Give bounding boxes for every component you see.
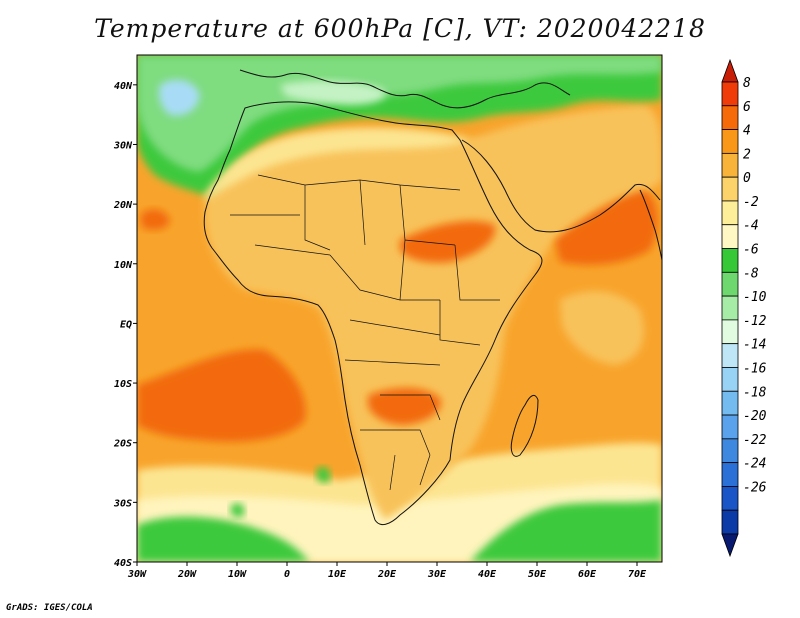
colorbar-label: -16 <box>743 361 767 376</box>
colorbar-swatch <box>721 414 739 440</box>
grads-credit: GrADS: IGES/COLA <box>6 603 93 613</box>
x-tick-label: 30E <box>427 569 447 580</box>
x-tick-label: 30W <box>127 569 147 580</box>
madagascar-coastline <box>510 394 539 457</box>
colorbar-label: -12 <box>743 314 767 329</box>
colorbar-label: 6 <box>743 100 751 115</box>
x-tick-label: 20E <box>377 569 397 580</box>
colorbar: 8 6 4 2 0 -2 -4 -6 -8 -10 -12 -14 -16 -18 -20 -22 -24 -26 <box>721 58 767 558</box>
colorbar-swatch <box>721 343 739 368</box>
y-tick-label: 30N <box>113 140 133 151</box>
y-tick-label: 40S <box>114 558 132 569</box>
y-tick-label: 10N <box>114 260 133 271</box>
colorbar-swatch <box>721 129 739 154</box>
field-west-africa-coast-warm <box>140 208 170 230</box>
field-atlantic-green-islet <box>230 503 245 518</box>
x-tick-label: 20W <box>177 569 197 580</box>
colorbar-label: -26 <box>743 480 767 495</box>
colorbar-label: 2 <box>743 147 751 162</box>
field-southern-green-west <box>137 516 310 562</box>
colorbar-swatch <box>721 367 739 392</box>
field-atlantic-green-islet <box>316 466 331 483</box>
colorbar-label: 0 <box>743 171 751 186</box>
x-tick-label: 70E <box>628 569 647 580</box>
colorbar-label: -8 <box>743 266 759 281</box>
colorbar-label: -4 <box>743 219 759 234</box>
colorbar-label: -10 <box>743 290 767 305</box>
y-tick-label: 10S <box>114 379 132 390</box>
colorbar-swatch <box>721 176 739 202</box>
colorbar-label: 4 <box>743 124 751 139</box>
y-tick-label: 20S <box>113 439 132 450</box>
colorbar-swatch <box>721 319 739 345</box>
map-frame <box>136 54 663 563</box>
x-tick-label: 50E <box>528 569 547 580</box>
y-tick-label: 40N <box>114 81 133 92</box>
field-mediterranean-cold <box>280 80 386 105</box>
coastlines-and-borders <box>203 69 662 526</box>
colorbar-swatch <box>721 295 739 321</box>
colorbar-label: -24 <box>743 457 766 472</box>
arabia-coastline <box>461 139 661 233</box>
colorbar-swatch <box>721 200 739 226</box>
colorbar-swatch <box>721 81 739 107</box>
y-tick-label: 30S <box>113 498 132 509</box>
colorbar-max-triangle <box>721 58 739 83</box>
field-arabian-sea-warm <box>555 190 658 265</box>
field-indian-ocean-cool <box>560 291 644 365</box>
colorbar-min-triangle <box>721 533 739 558</box>
y-tick-label: EQ <box>120 319 132 330</box>
europe-coastline <box>239 69 571 109</box>
field-southern-africa-warm <box>368 387 441 425</box>
field-northern-cold-core <box>158 79 200 116</box>
colorbar-swatch <box>721 438 739 464</box>
colorbar-label: -22 <box>743 433 767 448</box>
colorbar-label: -6 <box>743 243 759 258</box>
x-tick-label: 10W <box>228 569 247 580</box>
latitude-axis: 40N 30N 20N 10N EQ 10S 20S 30S 40S <box>113 81 137 569</box>
colorbar-label: -18 <box>743 385 767 400</box>
country-borders <box>230 174 500 491</box>
x-tick-label: 10E <box>328 569 347 580</box>
field-sahel-warm <box>400 220 496 263</box>
temperature-field <box>137 55 662 562</box>
colorbar-swatch <box>721 462 739 487</box>
y-tick-label: 20N <box>113 200 133 211</box>
colorbar-swatch <box>721 271 739 297</box>
colorbar-swatch <box>721 224 739 249</box>
colorbar-swatch <box>721 152 739 178</box>
colorbar-label: 8 <box>743 76 751 91</box>
field-south-atlantic-warm <box>137 349 306 442</box>
colorbar-label: -20 <box>743 409 767 424</box>
colorbar-swatch <box>721 105 739 130</box>
x-tick-label: 0 <box>284 569 290 580</box>
field-southern-green-east <box>470 500 662 562</box>
colorbar-label: -2 <box>743 195 759 210</box>
map-title: Temperature at 600hPa [C], VT: 202004221… <box>94 14 706 43</box>
field-northern-pale-green <box>137 55 662 172</box>
colorbar-swatch <box>721 486 739 511</box>
field-sahara-north-edge <box>205 128 470 200</box>
africa-coastline <box>203 101 543 526</box>
colorbar-swatch <box>721 390 739 416</box>
colorbar-swatch <box>721 509 739 535</box>
colorbar-swatch <box>721 248 739 273</box>
x-tick-label: 60E <box>578 569 597 580</box>
x-tick-label: 40E <box>478 569 497 580</box>
longitude-axis: 30W 20W 10W 0 10E 20E 30E 40E 50E 60E 70E <box>127 562 647 580</box>
india-coastline <box>639 189 662 261</box>
colorbar-label: -14 <box>743 338 766 353</box>
